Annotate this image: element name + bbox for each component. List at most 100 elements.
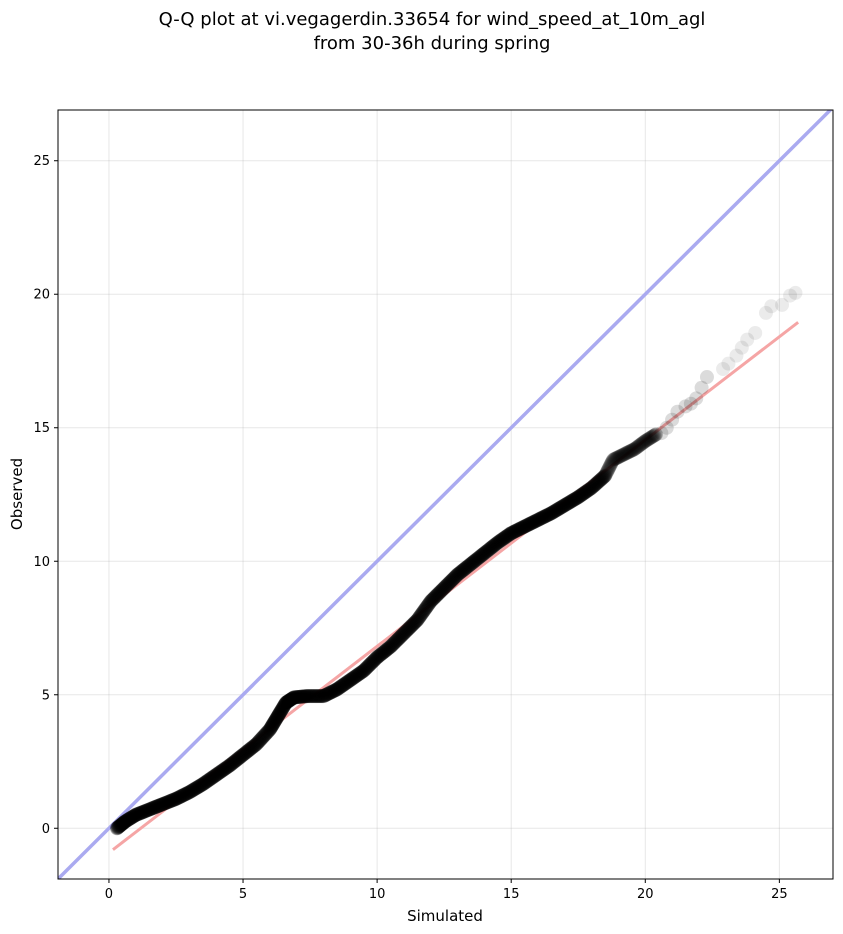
qq-point [410, 612, 425, 627]
qq-point [309, 689, 324, 704]
qq-point [457, 562, 472, 577]
qq-point [245, 740, 260, 755]
qq-point [390, 633, 405, 648]
qq-point [378, 643, 393, 658]
qq-point [509, 523, 524, 538]
qq-point [386, 636, 401, 651]
qq-point [440, 577, 455, 592]
qq-point [304, 689, 319, 704]
qq-point [327, 683, 342, 698]
qq-point [494, 532, 509, 547]
qq-point [280, 695, 295, 710]
qq-point [646, 428, 661, 443]
qq-point [343, 673, 358, 688]
qq-point [353, 665, 368, 680]
qq-point [602, 459, 617, 474]
qq-point [270, 709, 285, 724]
x-tick-label: 15 [503, 887, 520, 902]
qq-point [454, 564, 469, 579]
qq-point [308, 689, 323, 704]
qq-point [253, 732, 268, 747]
qq-point [408, 614, 423, 629]
qq-point [508, 523, 523, 538]
qq-point [269, 711, 284, 726]
qq-point [146, 800, 161, 815]
qq-point [517, 519, 532, 534]
qq-point [716, 362, 731, 377]
qq-point [217, 761, 232, 776]
qq-point [307, 689, 322, 704]
qq-point [360, 659, 375, 674]
qq-point [670, 404, 685, 419]
qq-point [388, 634, 403, 649]
qq-point [478, 545, 493, 560]
qq-point [176, 788, 191, 803]
qq-point [645, 429, 660, 444]
qq-point [111, 819, 126, 834]
qq-point [425, 592, 440, 607]
qq-point [654, 426, 669, 441]
qq-point [463, 557, 478, 572]
qq-point [190, 780, 205, 795]
qq-point [318, 688, 333, 703]
qq-point [294, 689, 309, 704]
qq-point [156, 796, 171, 811]
qq-point [495, 532, 510, 547]
qq-point [537, 509, 552, 524]
qq-point [557, 498, 572, 513]
qq-point [355, 664, 370, 679]
qq-point [324, 685, 339, 700]
qq-point [227, 754, 242, 769]
qq-point [223, 757, 238, 772]
qq-point [288, 690, 303, 705]
qq-point [207, 769, 222, 784]
qq-point [556, 498, 571, 513]
qq-point [545, 505, 560, 520]
qq-point [385, 637, 400, 652]
qq-point [593, 473, 608, 488]
y-tick-label: 15 [33, 421, 50, 436]
qq-point [389, 633, 404, 648]
qq-point [571, 490, 586, 505]
qq-point [616, 447, 631, 462]
qq-point [644, 430, 659, 445]
qq-point [460, 559, 475, 574]
qq-point [274, 702, 289, 717]
qq-point [165, 793, 180, 808]
qq-point [109, 821, 124, 836]
qq-point [333, 679, 348, 694]
qq-point [121, 812, 136, 827]
qq-point [578, 484, 593, 499]
qq-point [210, 767, 225, 782]
qq-point [229, 753, 244, 768]
qq-point [264, 719, 279, 734]
qq-point [440, 578, 455, 593]
qq-point [740, 332, 755, 347]
qq-point [189, 781, 204, 796]
qq-point [368, 652, 383, 667]
qq-point [540, 508, 555, 523]
qq-point [487, 537, 502, 552]
qq-point [468, 553, 483, 568]
qq-point [191, 779, 206, 794]
qq-point [359, 660, 374, 675]
qq-point [151, 798, 166, 813]
qq-point [612, 449, 627, 464]
qq-point [648, 427, 663, 442]
qq-point [230, 752, 245, 767]
qq-point [683, 396, 698, 411]
qq-point [183, 784, 198, 799]
qq-point [270, 710, 285, 725]
qq-point [112, 818, 127, 833]
qq-point [510, 522, 525, 537]
qq-point [371, 649, 386, 664]
qq-point [406, 616, 421, 631]
qq-point [498, 530, 513, 545]
qq-point [659, 420, 674, 435]
qq-point [595, 471, 610, 486]
qq-point [467, 553, 482, 568]
qq-point [472, 550, 487, 565]
qq-point [168, 791, 183, 806]
qq-point [132, 806, 147, 821]
qq-point [152, 798, 167, 813]
